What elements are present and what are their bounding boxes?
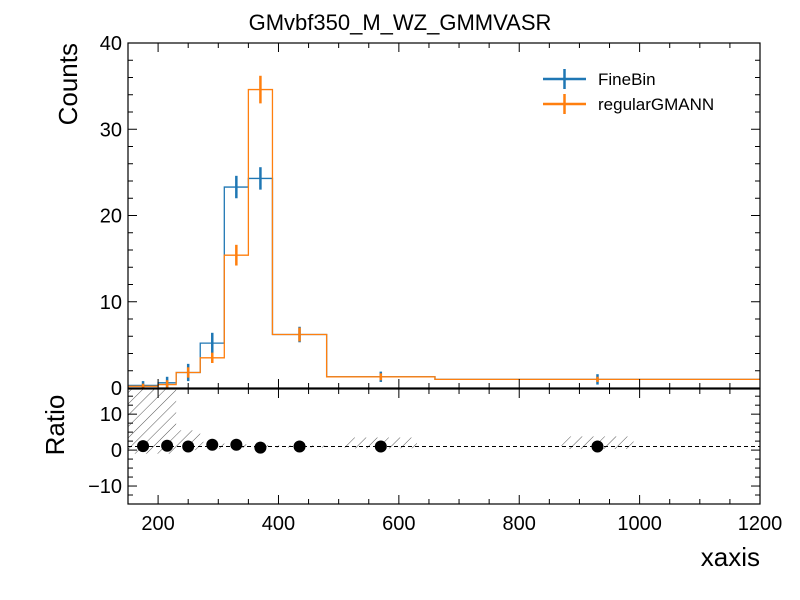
y-tick-label: 0 <box>111 378 122 400</box>
ratio-point-5 <box>254 441 267 454</box>
ratio-y-tick-label: −10 <box>88 476 122 498</box>
legend-label-regulargmann: regularGMANN <box>598 95 714 114</box>
ratio-point-3 <box>206 438 219 451</box>
y-tick-label: 40 <box>100 33 122 55</box>
x-tick-label: 800 <box>503 513 536 535</box>
ratio-point-1 <box>161 439 174 452</box>
ratio-y-tick-label: 0 <box>111 440 122 462</box>
x-axis-label: xaxis <box>701 542 760 572</box>
legend-label-finebin: FineBin <box>598 70 656 89</box>
ratio-panel: −10 0 10 200 400 600 800 1000 1200 Ratio xaxis <box>40 388 783 572</box>
x-tick-label: 600 <box>382 513 415 535</box>
ratio-point-7 <box>374 440 387 453</box>
legend: FineBin regularGMANN <box>543 69 714 114</box>
x-tick-label: 1200 <box>738 513 783 535</box>
y-tick-label: 10 <box>100 292 122 314</box>
ratio-point-2 <box>182 440 195 453</box>
ratio-y-tick-label: 10 <box>100 404 122 426</box>
y-axis-label-counts: Counts <box>53 43 83 125</box>
legend-entry-regulargmann: regularGMANN <box>543 94 714 114</box>
y-tick-label: 20 <box>100 206 122 228</box>
ratio-point-6 <box>293 440 306 453</box>
uncertainty-band-1 <box>176 430 201 451</box>
x-tick-label: 1000 <box>617 513 662 535</box>
ratio-point-0 <box>137 440 150 453</box>
x-tick-label: 400 <box>262 513 295 535</box>
x-tick-label: 200 <box>141 513 174 535</box>
y-tick-label: 30 <box>100 119 122 141</box>
ratio-point-8 <box>591 440 604 453</box>
ratio-axes-frame <box>127 388 761 505</box>
histogram-step-finebin <box>128 177 760 388</box>
ratio-point-4 <box>230 438 243 451</box>
y-axis-label-ratio: Ratio <box>40 395 70 456</box>
main-panel: 0 10 20 30 40 Counts <box>53 33 761 400</box>
chart-title: GMvbf350_M_WZ_GMMVASR <box>249 10 552 35</box>
legend-entry-finebin: FineBin <box>543 69 656 89</box>
